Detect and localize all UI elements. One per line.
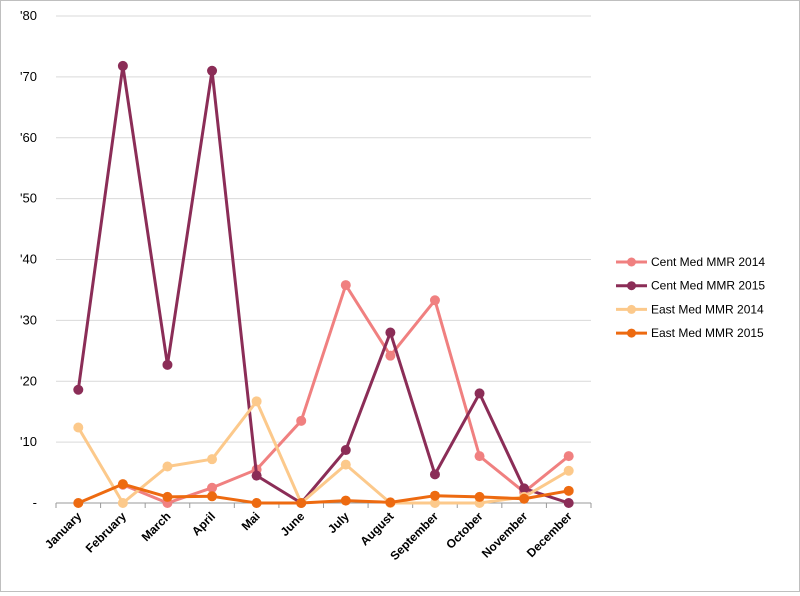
data-point (340, 459, 351, 470)
x-tick-label: April (189, 509, 218, 538)
data-point (474, 451, 485, 462)
data-point (385, 327, 396, 338)
y-tick-label: '60 (20, 130, 37, 145)
x-tick-label: Mai (239, 509, 263, 533)
data-point (474, 388, 485, 399)
series-line (122, 283, 570, 505)
data-point (474, 491, 485, 502)
data-point (385, 350, 396, 361)
data-point (73, 422, 84, 433)
x-tick-label: July (325, 509, 352, 536)
series-line (77, 482, 569, 505)
y-tick-label: '80 (20, 8, 37, 23)
legend-entry: Cent Med MMR 2015 (616, 279, 765, 293)
data-point (296, 498, 307, 508)
y-tick-label: '20 (20, 373, 37, 388)
data-point (340, 445, 351, 456)
legend-label: East Med MMR 2014 (651, 302, 764, 316)
x-tick-label: August (357, 509, 396, 548)
data-point (563, 465, 574, 476)
x-tick-label: December (524, 509, 575, 560)
data-point (207, 454, 218, 465)
legend-swatch-marker (627, 257, 636, 267)
y-axis: - '10 '20 '30 '40 '50 '60 '70 '80 (20, 8, 37, 510)
y-tick-label: '30 (20, 312, 37, 327)
legend-swatch-marker (627, 328, 636, 338)
x-tick-label: March (139, 509, 174, 544)
legend-entry: East Med MMR 2015 (616, 326, 764, 340)
legend-label: East Med MMR 2015 (651, 326, 764, 340)
data-point (296, 415, 307, 426)
x-tick-label: January (42, 509, 85, 552)
data-point (117, 479, 128, 490)
series-1 (117, 280, 574, 508)
legend-label: Cent Med MMR 2014 (651, 255, 765, 269)
data-point (207, 482, 218, 493)
data-point (429, 490, 440, 501)
data-point (429, 498, 440, 508)
series-2 (73, 60, 574, 508)
data-point (73, 384, 84, 395)
series-4 (73, 479, 574, 508)
data-point (117, 498, 128, 508)
data-point (73, 498, 84, 508)
y-tick-label: '50 (20, 191, 37, 206)
data-point (162, 491, 173, 502)
gridlines (56, 15, 591, 504)
y-tick-label: '70 (20, 69, 37, 84)
y-tick-label: '40 (20, 252, 37, 267)
legend-swatch-marker (627, 304, 636, 314)
data-point (251, 396, 262, 407)
legend-entry: East Med MMR 2014 (616, 302, 764, 316)
series-group (73, 60, 574, 508)
data-point (519, 483, 530, 494)
series-line (77, 399, 570, 505)
series-line (76, 64, 570, 505)
data-point (563, 498, 574, 508)
legend-swatch-marker (627, 281, 636, 291)
legend-entry: Cent Med MMR 2014 (616, 255, 765, 269)
legend: Cent Med MMR 2014 Cent Med MMR 2015 East M… (616, 255, 765, 340)
y-tick-label: - (33, 495, 37, 510)
y-tick-label: '10 (20, 434, 37, 449)
data-point (563, 451, 574, 462)
x-tick-label: October (443, 509, 486, 552)
x-tick-label: June (278, 509, 308, 539)
data-point (162, 461, 173, 472)
data-point (207, 65, 218, 76)
x-tick-label: September (387, 509, 441, 563)
data-point (117, 60, 128, 71)
data-point (251, 470, 262, 481)
data-point (207, 491, 218, 502)
data-point (340, 280, 351, 291)
data-point (385, 497, 396, 508)
legend-label: Cent Med MMR 2015 (651, 279, 765, 293)
x-tick-label: February (83, 509, 129, 555)
x-tick-label: November (479, 509, 531, 561)
data-point (340, 495, 351, 506)
data-point (162, 359, 173, 370)
data-point (519, 493, 530, 504)
data-point (429, 469, 440, 480)
data-point (251, 498, 262, 508)
data-point (563, 485, 574, 496)
data-point (429, 295, 440, 306)
